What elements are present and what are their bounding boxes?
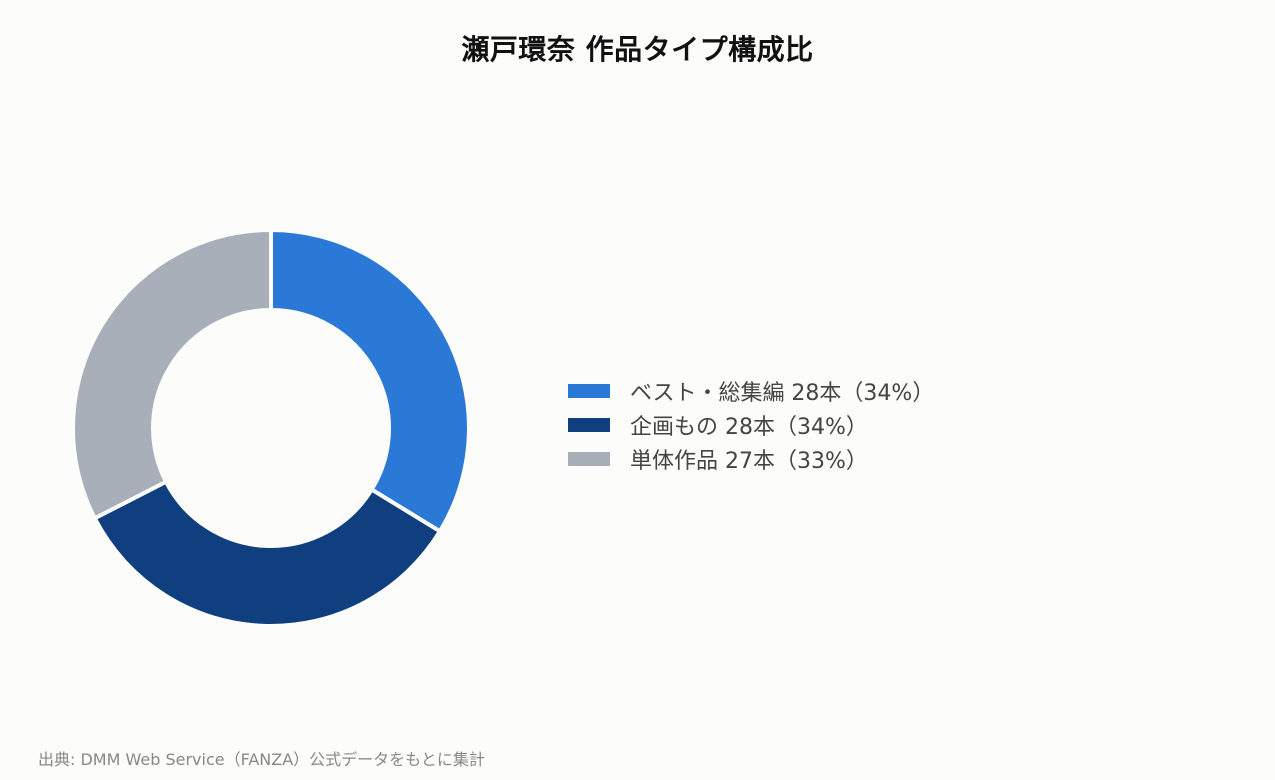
legend-label-single: 単体作品 27本（33%） [630,449,868,474]
donut-chart [71,227,471,628]
chart-title: 瀬戸環奈 作品タイプ構成比 [461,33,814,66]
donut-slice-best [269,227,471,535]
chart-legend: ベスト・総集編 28本（34%） 企画もの 28本（34%） 単体作品 27本（… [568,374,934,476]
legend-swatch-single [568,452,610,466]
donut-slice-single [71,227,273,521]
legend-item-planning: 企画もの 28本（34%） [568,408,934,442]
legend-label-best: ベスト・総集編 28本（34%） [630,381,935,406]
source-note: 出典: DMM Web Service（FANZA）公式データをもとに集計 [38,750,485,769]
donut-slice-planning [92,479,443,628]
legend-item-single: 単体作品 27本（33%） [568,442,934,476]
legend-swatch-best [568,384,610,398]
legend-label-planning: 企画もの 28本（34%） [630,415,868,440]
legend-item-best: ベスト・総集編 28本（34%） [568,374,934,408]
legend-swatch-planning [568,418,610,432]
